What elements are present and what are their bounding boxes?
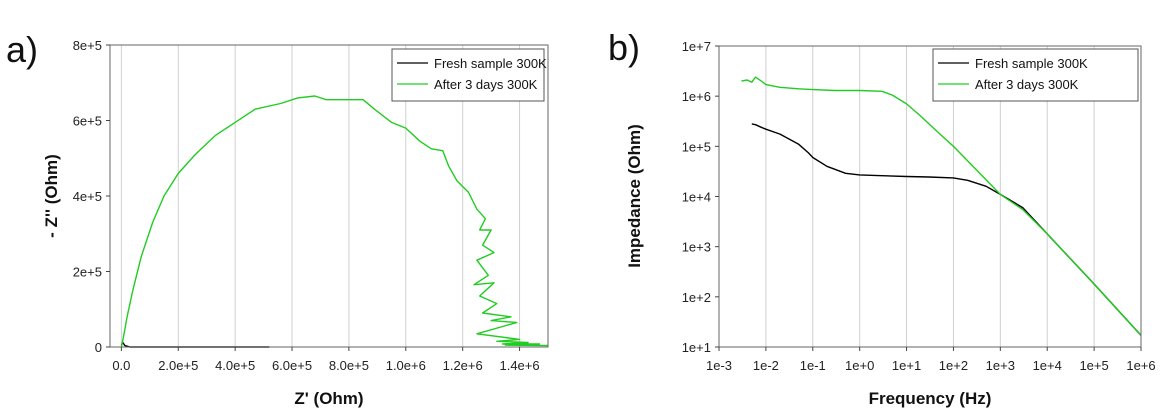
panel-b-y-tick-label: 1e+3 bbox=[682, 240, 711, 255]
panel-a-label: a) bbox=[6, 29, 38, 70]
panel-b-legend-label-after: After 3 days 300K bbox=[975, 77, 1079, 92]
panel-b-series-line-after-3-days bbox=[741, 76, 1142, 336]
panel-a-legend: Fresh sample 300K After 3 days 300K bbox=[391, 48, 547, 102]
panel-b-x-tick-label: 1e-2 bbox=[753, 358, 779, 373]
panel-a-x-tick-label: 1.4e+6 bbox=[499, 358, 539, 373]
panel-a-y-tick-label: 8e+5 bbox=[73, 38, 102, 53]
panel-b-x-tick-label: 1e+1 bbox=[892, 358, 921, 373]
panel-b-x-tick-label: 1e+3 bbox=[986, 358, 1015, 373]
panel-a-x-tick-label: 6.0e+5 bbox=[272, 358, 312, 373]
panel-b-y-tick-label: 1e+1 bbox=[682, 340, 711, 355]
panel-b-y-tick-label: 1e+7 bbox=[682, 39, 711, 54]
panel-a-y-ticks: 0 2e+5 4e+5 6e+5 8e+5 bbox=[73, 38, 110, 355]
panel-a-x-tick-label: 1.2e+6 bbox=[443, 358, 483, 373]
panel-b-x-tick-label: 1e+0 bbox=[845, 358, 874, 373]
panel-a-x-tick-label: 2.0e+5 bbox=[158, 358, 198, 373]
panel-a-x-tick-label: 0.0 bbox=[112, 358, 130, 373]
panel-b-y-tick-label: 1e+4 bbox=[682, 190, 711, 205]
panel-a-y-axis-label: - Z'' (Ohm) bbox=[42, 154, 61, 238]
panel-b-y-axis-label: Impedance (Ohm) bbox=[625, 124, 644, 268]
panel-b-y-tick-label: 1e+5 bbox=[682, 139, 711, 154]
panel-b-series bbox=[741, 76, 1142, 336]
panel-b-y-ticks: 1e+1 1e+2 1e+3 1e+4 1e+5 1e+6 1e+7 bbox=[682, 39, 719, 355]
panel-b-y-tick-label: 1e+2 bbox=[682, 290, 711, 305]
panel-b-x-tick-label: 1e+4 bbox=[1033, 358, 1062, 373]
panel-a-x-tick-label: 4.0e+5 bbox=[215, 358, 255, 373]
panel-b-x-tick-label: 1e+5 bbox=[1079, 358, 1108, 373]
panel-b-x-tick-label: 1e+6 bbox=[1126, 358, 1155, 373]
panel-b-series-line-fresh bbox=[751, 123, 1142, 336]
panel-b-x-axis-label: Frequency (Hz) bbox=[869, 389, 992, 408]
panel-b-x-tick-label: 1e-3 bbox=[706, 358, 732, 373]
panel-a-y-tick-label: 4e+5 bbox=[73, 189, 102, 204]
panel-a-series-line-fresh bbox=[120, 341, 270, 348]
panel-a-nyquist-plot: a) 0.0 2.0e+5 4.0e+5 6.0e+5 8.0e+5 1.0e+6 1.2e… bbox=[6, 29, 549, 408]
panel-a-series-line-after-3-days bbox=[120, 95, 549, 348]
panel-b-legend-box bbox=[932, 48, 1139, 102]
panel-a-x-axis-label: Z' (Ohm) bbox=[294, 389, 363, 408]
panel-b-x-ticks: 1e-3 1e-2 1e-1 1e+0 1e+1 1e+2 1e+3 1e+4 1e+5 1e+6 bbox=[706, 347, 1156, 373]
panel-a-x-tick-label: 1.0e+6 bbox=[386, 358, 426, 373]
panel-a-legend-label-fresh: Fresh sample 300K bbox=[434, 56, 547, 71]
panel-a-x-ticks: 0.0 2.0e+5 4.0e+5 6.0e+5 8.0e+5 1.0e+6 1.2e+6 1… bbox=[112, 347, 540, 373]
panel-a-legend-label-after: After 3 days 300K bbox=[434, 77, 538, 92]
panel-b-label: b) bbox=[608, 27, 640, 68]
panel-a-series bbox=[120, 95, 549, 348]
panel-a-y-tick-label: 0 bbox=[95, 340, 102, 355]
panel-b-legend: Fresh sample 300K After 3 days 300K bbox=[932, 48, 1139, 102]
panel-a-y-tick-label: 2e+5 bbox=[73, 265, 102, 280]
panel-a-legend-box bbox=[391, 48, 545, 102]
panel-b-y-tick-label: 1e+6 bbox=[682, 89, 711, 104]
panel-b-x-tick-label: 1e-1 bbox=[800, 358, 826, 373]
panel-a-x-tick-label: 8.0e+5 bbox=[329, 358, 369, 373]
panel-b-bode-plot: b) 1e-3 1e-2 1e-1 1e+0 1e+1 1e+2 1e+3 1e+4 1e+5 1… bbox=[608, 27, 1156, 408]
panel-b-x-tick-label: 1e+2 bbox=[939, 358, 968, 373]
panel-a-y-tick-label: 6e+5 bbox=[73, 114, 102, 129]
panel-b-legend-label-fresh: Fresh sample 300K bbox=[975, 56, 1088, 71]
